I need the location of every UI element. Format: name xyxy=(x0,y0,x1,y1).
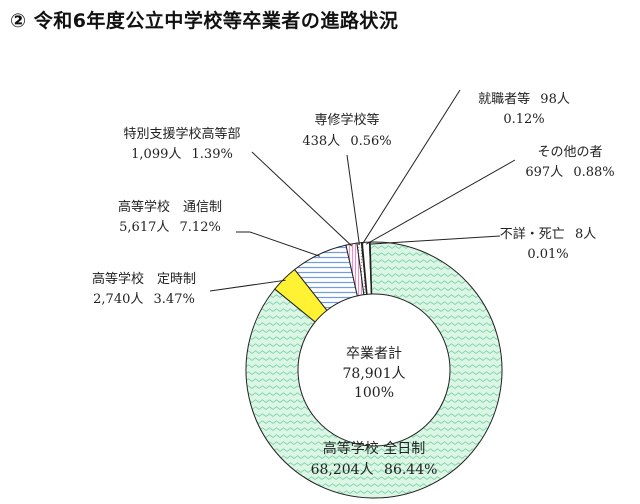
leader-line-teiji xyxy=(209,279,286,292)
tokubetsu-count: 1,099人 xyxy=(131,147,181,162)
center-label-count: 78,901人 xyxy=(343,366,406,382)
label-senshu-name: 専修学校等 xyxy=(314,112,379,128)
label-tokubetsu-name: 特別支援学校高等部 xyxy=(123,126,240,142)
label-fusho-name: 不詳・死亡 8人 xyxy=(500,226,596,242)
zennichi-percent: 86.44% xyxy=(384,462,437,478)
leader-line-tokubetsu xyxy=(251,151,353,247)
label-teiji-value: 2,740人 3.47% xyxy=(93,292,195,307)
label-fusho-percent: 0.01% xyxy=(527,247,568,262)
tsushin-percent: 7.12% xyxy=(180,220,221,235)
leader-line-sonota xyxy=(365,159,516,245)
label-tokubetsu-value: 1,099人 1.39% xyxy=(131,147,233,162)
center-label-name: 卒業者計 xyxy=(346,346,402,362)
senshu-percent: 0.56% xyxy=(350,134,391,149)
shushoku-count: 98人 xyxy=(540,92,570,107)
leader-line-senshu xyxy=(346,154,360,245)
fusho-name: 不詳・死亡 xyxy=(500,226,565,242)
slice-zennichi xyxy=(245,241,503,499)
tsushin-count: 5,617人 xyxy=(119,220,169,235)
label-tsushin-name: 高等学校 通信制 xyxy=(118,199,222,215)
teiji-count: 2,740人 xyxy=(93,292,143,307)
senshu-count: 438人 xyxy=(302,134,340,149)
label-sonota-name: その他の者 xyxy=(537,145,602,160)
sonota-percent: 0.88% xyxy=(573,165,614,180)
leader-line-tsushin xyxy=(236,231,320,257)
tokubetsu-percent: 1.39% xyxy=(192,147,233,162)
teiji-percent: 3.47% xyxy=(154,292,195,307)
label-zennichi-value: 68,204人 86.44% xyxy=(311,462,438,478)
zennichi-count: 68,204人 xyxy=(311,462,374,478)
label-zennichi-name: 高等学校 全日制 xyxy=(323,440,425,457)
center-label-percent: 100% xyxy=(354,385,394,401)
label-sonota-value: 697人 0.88% xyxy=(525,165,614,180)
label-shushoku-percent: 0.12% xyxy=(503,112,544,127)
label-tsushin-value: 5,617人 7.12% xyxy=(119,220,221,235)
label-teiji-name: 高等学校 定時制 xyxy=(92,271,196,287)
fusho-count: 8人 xyxy=(575,227,596,242)
leader-line-shushoku xyxy=(361,89,461,245)
label-senshu-value: 438人 0.56% xyxy=(302,134,391,149)
label-shushoku-name: 就職者等 98人 xyxy=(478,91,570,107)
chart-title: ② 令和6年度公立中学校等卒業者の進路状況 xyxy=(10,10,399,32)
leader-line-fusho xyxy=(369,235,501,245)
shushoku-name: 就職者等 xyxy=(478,91,530,107)
sonota-count: 697人 xyxy=(525,165,563,180)
